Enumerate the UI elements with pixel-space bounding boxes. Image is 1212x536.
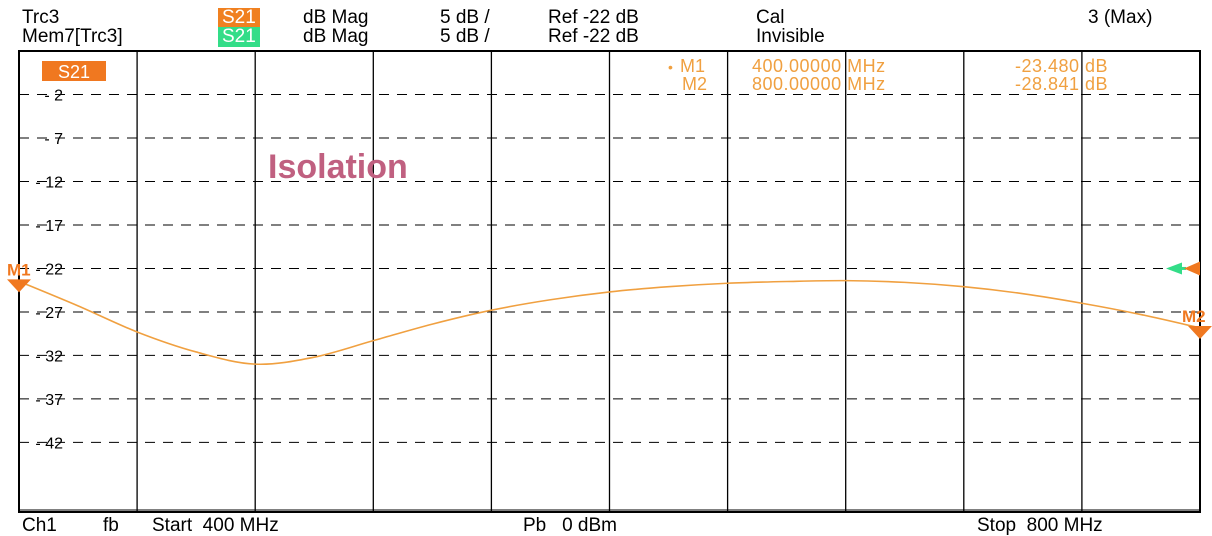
marker-m1-value: -23.480 dB (1015, 56, 1108, 76)
trace-status: Cal (756, 7, 785, 28)
grid (18, 50, 1201, 513)
memory-ref-arrow (1166, 262, 1182, 275)
plot-s21-badge[interactable]: S21 (58, 62, 90, 82)
marker-m2-name[interactable]: M2 (682, 74, 707, 94)
channel-label[interactable]: Ch1 (22, 515, 57, 536)
isolation-annotation: Isolation (268, 148, 408, 186)
y-tick-label: - 22 (35, 261, 63, 278)
y-tick-labels: - 2 - 7 - 12 - 17 - 22 - 27 - 32 - 37 - 42 (35, 87, 63, 452)
marker-m1-tag: M1 (7, 260, 31, 279)
marker-m2-triangle[interactable] (1188, 325, 1212, 339)
memory-ref[interactable]: Ref -22 dB (548, 26, 639, 47)
marker-m1-name[interactable]: M1 (680, 56, 705, 76)
marker-m2-freq: 800.00000 MHz (752, 74, 886, 94)
trace-scale[interactable]: 5 dB / (440, 7, 490, 28)
memory-trace-name[interactable]: Mem7[Trc3] (22, 26, 123, 47)
trace-format[interactable]: dB Mag (303, 7, 369, 28)
y-tick-label: - 17 (35, 218, 63, 235)
trace-ref-arrow (1184, 261, 1200, 276)
marker-m1-bullet: • (668, 59, 673, 75)
memory-scale[interactable]: 5 dB / (440, 26, 490, 47)
trace-param-badge[interactable]: S21 (218, 8, 260, 28)
start-frequency[interactable]: Start 400 MHz (152, 515, 279, 536)
y-tick-label: - 32 (35, 348, 63, 365)
marker-m1-freq: 400.00000 MHz (752, 56, 886, 76)
y-tick-label: - 37 (35, 392, 63, 409)
y-tick-label: - 7 (44, 131, 63, 148)
trace-ref[interactable]: Ref -22 dB (548, 7, 639, 28)
power-level[interactable]: Pb 0 dBm (523, 515, 617, 536)
trace-line-s21 (18, 279, 1201, 366)
trace-name[interactable]: Trc3 (22, 7, 60, 28)
trace-group (18, 279, 1201, 366)
y-tick-label: - 27 (35, 305, 63, 322)
plot-s21-badge-bg (42, 61, 106, 81)
stop-frequency[interactable]: Stop 800 MHz (977, 515, 1103, 536)
sweep-mode[interactable]: fb (103, 515, 119, 536)
memory-status: Invisible (756, 26, 825, 47)
marker-group[interactable]: M1 M2 (7, 260, 1212, 339)
y-tick-label: - 42 (35, 435, 63, 452)
marker-m2-value: -28.841 dB (1015, 74, 1108, 94)
y-tick-label: - 2 (44, 87, 63, 104)
memory-param-badge[interactable]: S21 (218, 27, 260, 47)
memory-format[interactable]: dB Mag (303, 26, 369, 47)
y-tick-label: - 12 (35, 174, 63, 191)
marker-m1-triangle[interactable] (7, 279, 31, 293)
trace-count: 3 (Max) (1088, 7, 1153, 28)
marker-m2-tag: M2 (1182, 307, 1206, 326)
